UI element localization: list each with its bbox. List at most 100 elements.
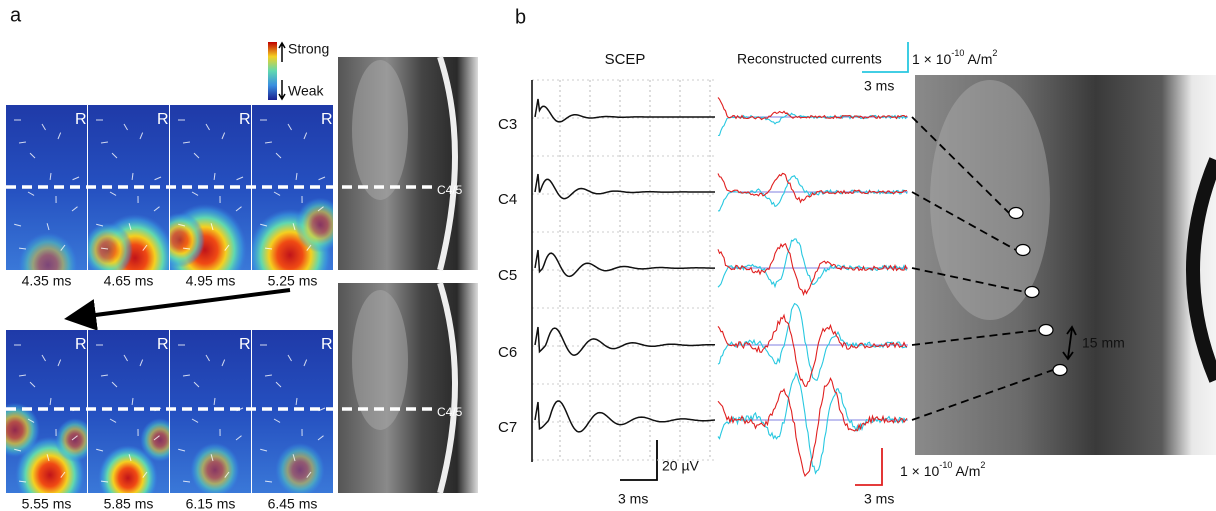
current-trace-cyan [717,238,908,289]
colorbar-low: Weak [288,83,325,99]
current-vector [123,123,128,131]
electrode [1008,206,1024,220]
current-vector [100,374,108,377]
scale-time: 3 ms [864,78,894,94]
current-vector [236,176,244,181]
colorbar [268,42,277,100]
channel-label: C7 [498,419,517,436]
electrode [1052,363,1068,377]
scep-trace [534,400,716,433]
level-label: C4/5 [437,183,463,197]
current-vector [29,381,36,388]
side-label: R [321,111,333,128]
current-vector [292,454,296,462]
current-vector [193,152,200,159]
current-vector [264,480,273,483]
current-vector [260,223,268,227]
current-vector [27,191,35,196]
heatmap-blob [275,442,325,493]
current-vector [18,480,27,483]
time-label: 5.25 ms [268,273,318,289]
panel-label: b [515,6,526,28]
current-vector [46,454,50,462]
current-vector [46,223,50,231]
current-vector [41,123,46,131]
current-vector [287,123,292,131]
current-vector [306,244,312,251]
level-label: C4/5 [437,405,463,419]
current-vector [295,397,298,406]
currents-title: Reconstructed currents [737,51,882,67]
xray-bottom [338,282,478,494]
current-vector [100,247,109,250]
current-vector [273,418,281,423]
current-vector [191,418,199,423]
current-vector [260,448,268,452]
current-vector [154,176,162,181]
current-vector [213,397,216,406]
time-label: 6.45 ms [268,496,318,511]
scale-time: 3 ms [864,491,894,507]
connector [911,191,1017,251]
scep-title: SCEP [605,51,646,68]
connector [911,369,1054,421]
connector [911,116,1010,214]
current-vector [100,141,108,144]
current-vector [306,471,312,478]
heatmap-blob [6,402,40,458]
current-vector [131,397,134,406]
current-trace-red [717,97,908,121]
heatmap-frame [170,105,251,270]
current-vector [72,176,80,181]
time-label: 5.55 ms [22,496,72,511]
current-trace-red [717,172,908,204]
side-label: R [321,336,333,353]
scep-trace [534,98,715,123]
current-vector [182,141,190,144]
current-vector [111,381,118,388]
current-vector [213,172,216,181]
heatmap-blob [98,445,158,493]
current-trace-cyan [717,302,908,381]
current-vector [109,191,117,196]
heatmap-blob [295,197,333,253]
scale-bars [620,440,658,481]
current-vector [221,132,226,140]
colorbar-arrows [278,41,286,101]
heatmap-blob [190,442,240,493]
current-vector [264,141,272,144]
current-trace-cyan [717,371,908,475]
current-vector [191,191,199,196]
current-vector [139,132,144,140]
current-vector [96,223,104,227]
current-vector [111,152,118,159]
distance-arrow [1062,325,1077,361]
xray-right [915,75,1216,455]
current-vector [264,374,272,377]
time-label: 4.35 ms [22,273,72,289]
scale-bar-cyan [862,42,909,73]
side-label: R [239,111,251,128]
current-vector [182,374,190,377]
side-label: R [157,336,169,353]
scale-current-label: 1 × 10-10 A/m2 [912,48,997,66]
current-vector [49,172,52,181]
current-vector [123,354,128,362]
time-label: 5.85 ms [104,496,154,511]
current-vector [109,418,117,423]
current-vector [210,454,214,462]
current-vector [153,435,160,441]
heatmap-blob [170,212,205,268]
distance-label: 15 mm [1082,335,1125,351]
colorbar-high: Strong [288,41,329,57]
heatmap-frame [88,330,169,493]
current-vector [96,448,104,452]
current-vector [139,359,144,367]
channel-label: C4 [498,191,517,208]
current-vector [193,381,200,388]
current-vector [210,223,214,231]
current-vector [287,354,292,362]
current-vector [41,354,46,362]
current-vector [14,223,22,227]
